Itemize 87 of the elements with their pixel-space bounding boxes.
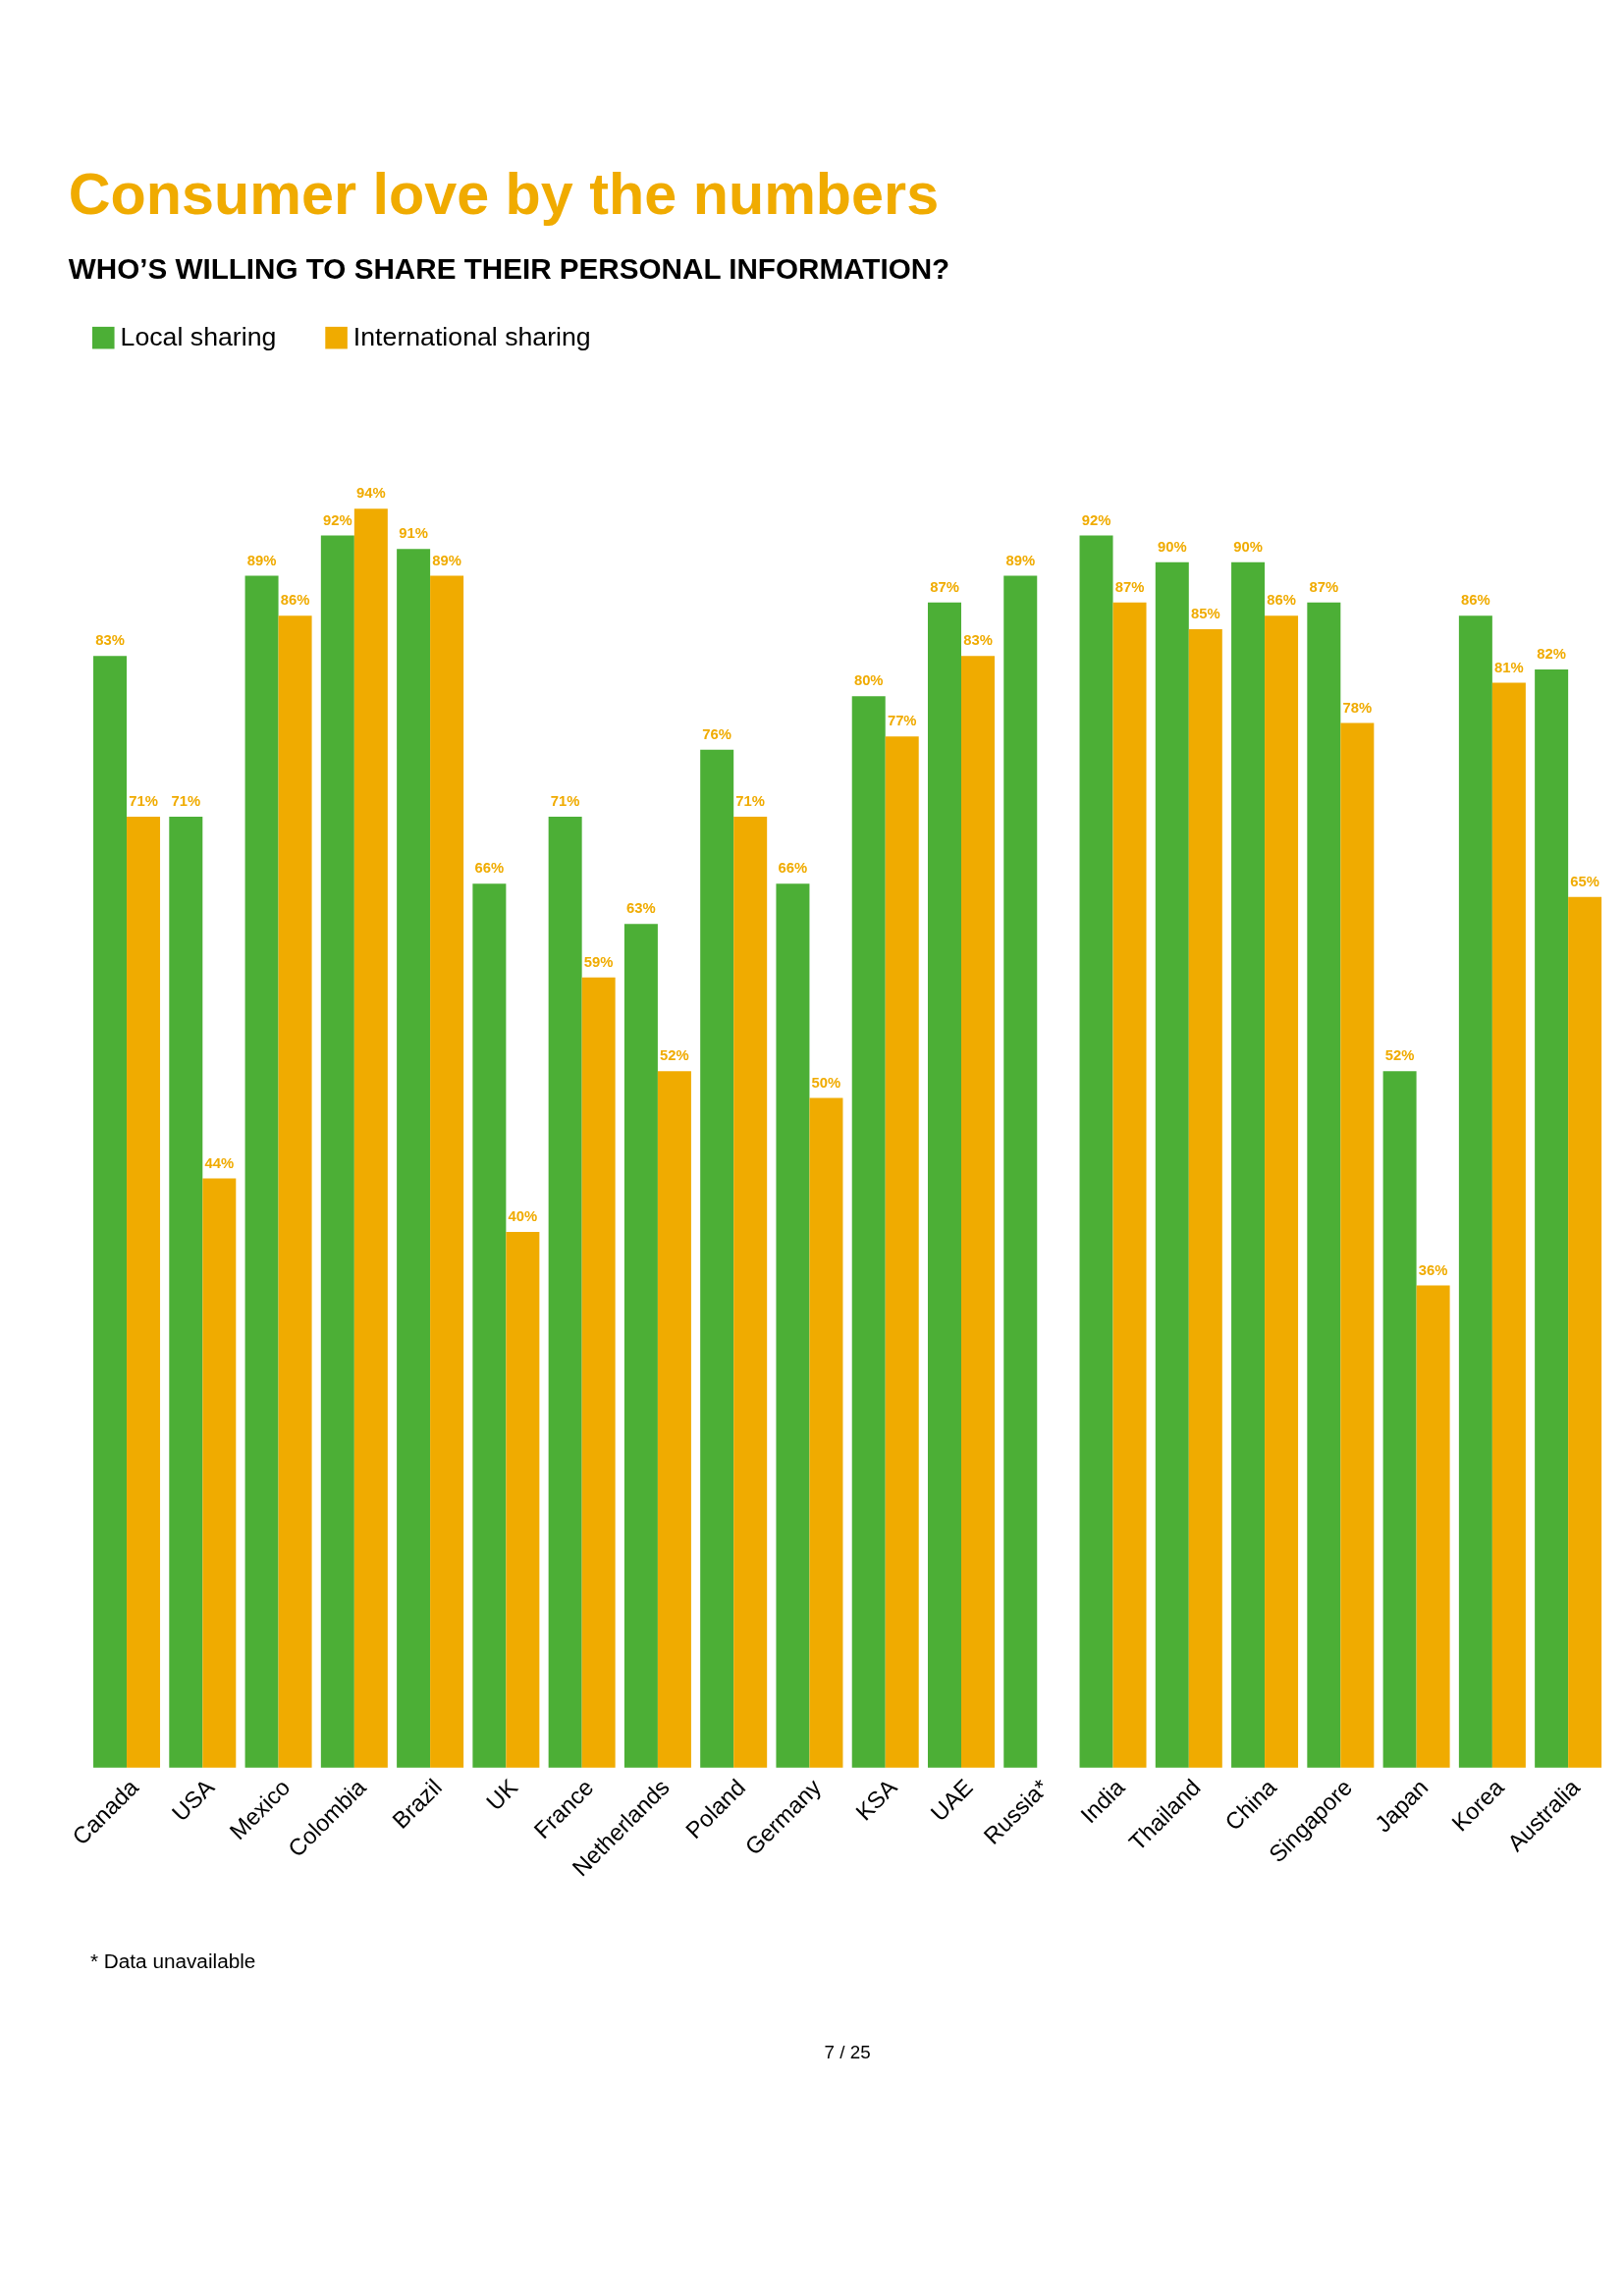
data-label: 65% — [1570, 873, 1599, 889]
data-label: 92% — [1081, 511, 1111, 528]
data-label: 76% — [702, 725, 732, 742]
bar — [127, 817, 161, 1768]
bar — [397, 549, 431, 1768]
bar — [851, 696, 886, 1768]
bar — [885, 736, 919, 1768]
bar — [1416, 1285, 1450, 1768]
data-label: 89% — [246, 552, 277, 568]
bar — [548, 817, 582, 1768]
bar — [1307, 602, 1341, 1768]
x-tick-label: USA — [167, 1774, 220, 1827]
data-label: 82% — [1537, 646, 1566, 663]
data-label: 71% — [129, 793, 158, 810]
bar — [472, 883, 507, 1768]
bar — [1568, 896, 1602, 1768]
data-label: 87% — [930, 578, 959, 595]
data-label: 86% — [1267, 592, 1296, 609]
data-label: 40% — [508, 1208, 538, 1225]
bar — [927, 602, 961, 1768]
data-label: 78% — [1342, 699, 1373, 716]
bar — [1382, 1071, 1417, 1768]
text: 7 / 25 — [824, 2042, 871, 2063]
data-label: 36% — [1418, 1261, 1448, 1278]
data-label: 63% — [626, 900, 656, 917]
data-label: 89% — [1005, 552, 1036, 568]
bar — [623, 924, 658, 1768]
data-label: 89% — [432, 552, 461, 568]
bar — [1491, 682, 1526, 1768]
data-label: 86% — [1461, 592, 1490, 609]
x-tick-label: UK — [481, 1774, 523, 1816]
data-label: 77% — [887, 713, 917, 729]
data-label: 59% — [583, 953, 614, 970]
bar — [657, 1071, 691, 1768]
bar — [244, 575, 279, 1768]
bar — [1535, 668, 1569, 1768]
data-label: 87% — [1309, 578, 1339, 595]
data-label: 81% — [1494, 659, 1524, 675]
data-label: 66% — [474, 860, 505, 877]
bar — [320, 535, 354, 1768]
data-label: 80% — [853, 672, 884, 689]
bar — [1458, 615, 1492, 1768]
bar — [353, 508, 388, 1768]
bar — [700, 749, 734, 1768]
bar — [506, 1231, 540, 1768]
data-label: 71% — [550, 793, 580, 810]
data-label: 90% — [1233, 538, 1263, 555]
bar — [1265, 615, 1299, 1768]
data-label: 83% — [963, 632, 993, 649]
x-tick-label: KSA — [850, 1774, 902, 1826]
legend-label: International sharing — [352, 322, 591, 352]
bar — [581, 977, 616, 1768]
chart-title: Consumer love by the numbers — [68, 160, 940, 227]
bar — [960, 656, 995, 1768]
data-label: 83% — [95, 632, 125, 649]
bar — [93, 656, 128, 1768]
bar — [202, 1178, 237, 1768]
bar — [1003, 575, 1038, 1768]
bar — [1188, 629, 1222, 1768]
bar — [1155, 561, 1189, 1768]
data-label: 66% — [778, 860, 808, 877]
data-label: 44% — [204, 1154, 235, 1171]
data-label: 90% — [1157, 538, 1187, 555]
bar — [1231, 561, 1266, 1768]
bar — [278, 615, 312, 1768]
data-label: 50% — [811, 1074, 841, 1091]
data-label: 52% — [1384, 1047, 1415, 1064]
data-label: 71% — [171, 793, 201, 810]
text: * Data unavailable — [89, 1949, 256, 1973]
bar — [776, 883, 810, 1768]
data-label: 85% — [1190, 606, 1220, 622]
bar — [1340, 722, 1375, 1768]
bar — [430, 575, 464, 1768]
bar — [733, 817, 768, 1768]
data-label: 91% — [399, 525, 428, 542]
data-label: 94% — [356, 485, 386, 502]
data-label: 92% — [323, 511, 352, 528]
data-label: 52% — [660, 1047, 689, 1064]
data-label: 86% — [280, 592, 310, 609]
legend-label: Local sharing — [120, 322, 277, 352]
data-label: 87% — [1114, 578, 1145, 595]
bar — [809, 1097, 843, 1768]
chart-subtitle: WHO’S WILLING TO SHARE THEIR PERSONAL INFORMATION? — [68, 252, 950, 286]
data-label: 71% — [735, 793, 766, 810]
bar — [1079, 535, 1113, 1768]
bar — [169, 817, 203, 1768]
bar — [1112, 602, 1147, 1768]
